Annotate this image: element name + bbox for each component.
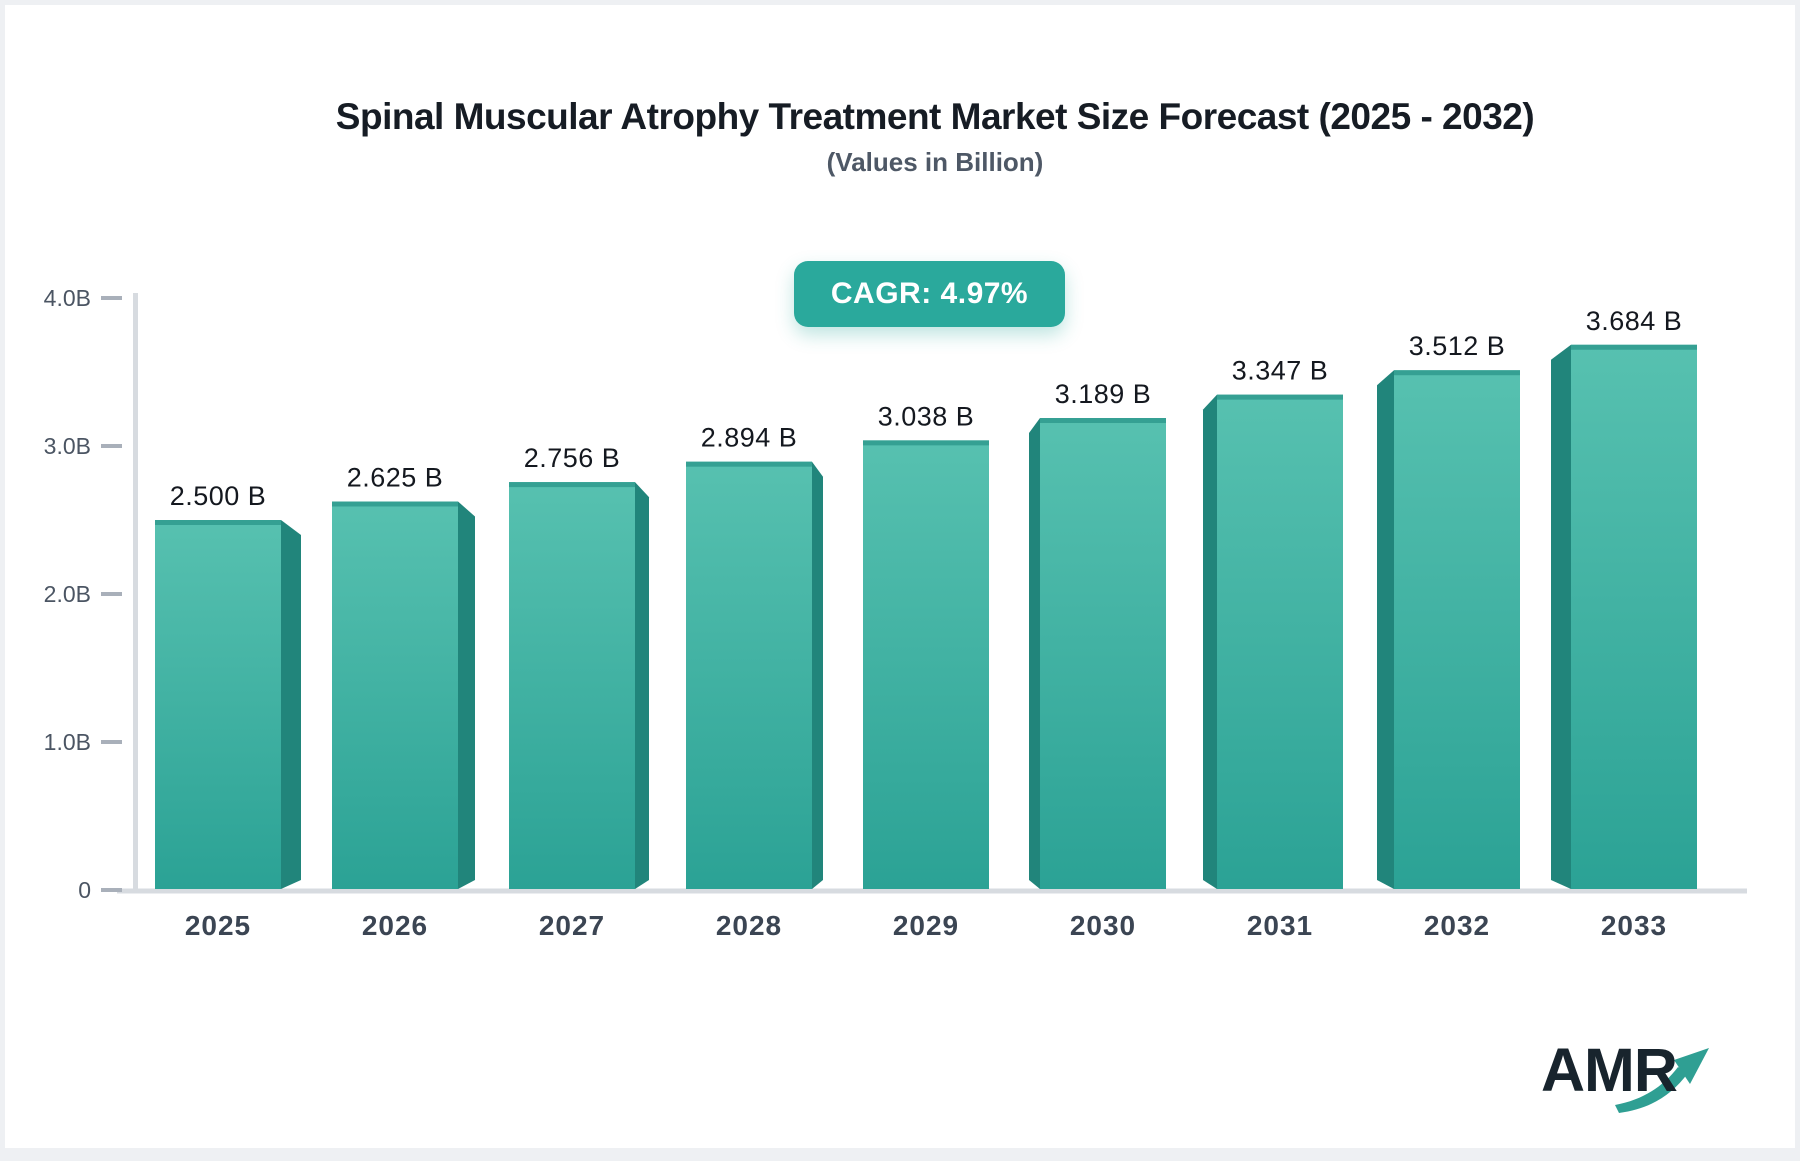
- y-axis-label-2.0B: 2.0B: [44, 581, 91, 607]
- value-label-2025: 2.500 B: [170, 481, 267, 511]
- bar-top-rim-2032: [1394, 370, 1520, 376]
- y-axis-label-4.0B: 4.0B: [44, 285, 91, 311]
- bar-face-2027: [509, 482, 635, 889]
- bar-face-2026: [332, 501, 458, 889]
- bar-top-rim-2028: [686, 461, 812, 467]
- bar-top-rim-2027: [509, 482, 635, 488]
- bar-top-rim-2030: [1040, 418, 1166, 424]
- bar-face-2029: [863, 440, 989, 889]
- growth-arrow-icon: [1615, 1067, 1688, 1113]
- bar-face-2028: [686, 461, 812, 889]
- amr-logo-graphic: AMR: [1541, 1036, 1709, 1113]
- value-label-2028: 2.894 B: [701, 423, 798, 453]
- bar-face-2032: [1394, 370, 1520, 889]
- bar-face-2025: [155, 520, 281, 889]
- amr-logo: AMR: [1523, 1023, 1723, 1133]
- value-label-2031: 3.347 B: [1232, 356, 1329, 386]
- bar-2030: 3.189 B 2030: [1029, 379, 1166, 941]
- amr-logo-text: AMR: [1541, 1036, 1677, 1104]
- value-label-2030: 3.189 B: [1055, 379, 1152, 409]
- value-label-2029: 3.038 B: [878, 401, 975, 431]
- cagr-badge-label: CAGR: 4.97%: [830, 277, 1029, 310]
- bar-2033: 3.684 B 2033: [1551, 306, 1697, 941]
- growth-arrow-head-icon: [1674, 1048, 1709, 1084]
- bar-2027: 2.756 B 2027: [509, 443, 649, 941]
- value-label-2032: 3.512 B: [1409, 331, 1506, 361]
- x-axis-label-2031: 2031: [1247, 910, 1313, 941]
- bar-top-rim-2031: [1217, 394, 1343, 400]
- bar-face-2031: [1217, 394, 1343, 889]
- bar-top-rim-2025: [155, 520, 281, 525]
- x-axis-label-2026: 2026: [362, 910, 428, 941]
- x-axis-label-2025: 2025: [185, 910, 251, 941]
- bar-top-rim-2029: [863, 440, 989, 446]
- chart-card: Spinal Muscular Atrophy Treatment Market…: [5, 5, 1795, 1148]
- bar-side-face-2030: [1029, 418, 1040, 889]
- bar-top-rim-2026: [332, 501, 458, 507]
- value-label-2033: 3.684 B: [1586, 306, 1683, 336]
- bar-2028: 2.894 B 2028: [686, 423, 823, 941]
- chart-title: Spinal Muscular Atrophy Treatment Market…: [335, 96, 1535, 137]
- y-axis-label-1.0B: 1.0B: [44, 729, 91, 755]
- bar-side-face-2032: [1377, 370, 1394, 889]
- bar-side-face-2033: [1551, 344, 1571, 889]
- bar-2029: 3.038 B 2029: [863, 401, 989, 941]
- bar-2026: 2.625 B 2026: [332, 463, 475, 941]
- bar-side-face-2025: [281, 520, 301, 889]
- bar-2032: 3.512 B 2032: [1377, 331, 1520, 941]
- bar-side-face-2027: [635, 482, 649, 889]
- bar-face-2030: [1040, 418, 1166, 889]
- x-axis-label-2033: 2033: [1601, 910, 1667, 941]
- bar-side-face-2028: [812, 461, 823, 889]
- x-axis-label-2027: 2027: [539, 910, 605, 941]
- x-axis-label-2028: 2028: [716, 910, 782, 941]
- bar-side-face-2031: [1203, 394, 1217, 889]
- chart-subtitle: (Values in Billion): [826, 146, 1044, 177]
- y-axis-label-0: 0: [78, 877, 91, 903]
- x-axis-label-2032: 2032: [1424, 910, 1490, 941]
- bar-2031: 3.347 B 2031: [1203, 356, 1343, 941]
- value-label-2027: 2.756 B: [524, 443, 621, 473]
- value-label-2026: 2.625 B: [347, 463, 444, 493]
- x-axis-label-2030: 2030: [1070, 910, 1136, 941]
- bar-2025: 2.500 B 2025: [155, 481, 301, 941]
- x-axis-label-2029: 2029: [893, 910, 959, 941]
- cagr-badge: CAGR: 4.97%: [794, 261, 1065, 327]
- bar-side-face-2026: [458, 501, 475, 889]
- bar-top-rim-2033: [1571, 344, 1697, 350]
- chart-header: Spinal Muscular Atrophy Treatment Market…: [65, 96, 1800, 177]
- bar-face-2033: [1571, 344, 1697, 889]
- y-axis-label-3.0B: 3.0B: [44, 433, 91, 459]
